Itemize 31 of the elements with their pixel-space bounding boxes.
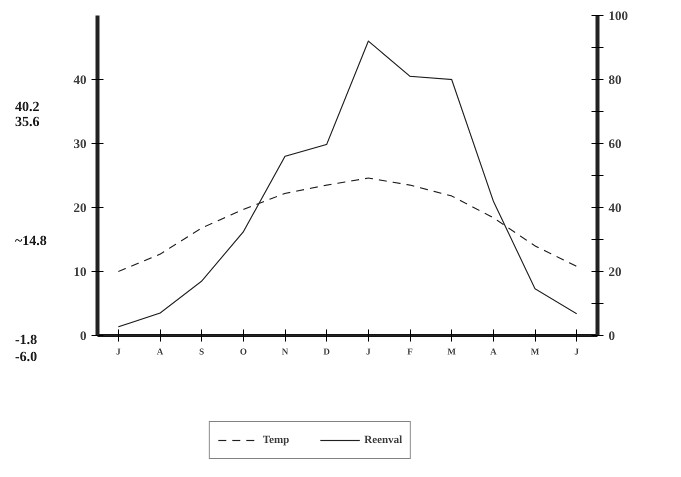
x-tick-label: F xyxy=(407,346,414,356)
x-tick-label: J xyxy=(366,346,372,356)
x-tick-label: A xyxy=(156,346,164,356)
y2-tick-label: 80 xyxy=(608,72,622,87)
text: -6.0 xyxy=(15,349,38,367)
x-tick-label: M xyxy=(530,346,540,356)
x-tick-label: O xyxy=(240,346,247,356)
y2-tick-label: 60 xyxy=(608,136,622,151)
legend-label: Reenval xyxy=(364,434,402,446)
line-series xyxy=(118,40,578,328)
text: ~14.8 xyxy=(15,233,47,251)
y-tick-label: 0 xyxy=(80,328,86,343)
y-tick-label: 40 xyxy=(74,72,86,87)
y2-tick-label: 20 xyxy=(608,264,622,279)
x-tick-label: S xyxy=(199,346,204,356)
x-tick-label: M xyxy=(447,346,456,356)
y2-tick-label: 40 xyxy=(608,200,622,215)
y-tick-label: 30 xyxy=(74,136,86,151)
text: 35.6 xyxy=(15,114,40,132)
text: 40.2 xyxy=(15,99,40,116)
y2-tick-label: 0 xyxy=(608,328,615,343)
y-tick-label: 10 xyxy=(74,264,86,279)
x-tick-label: A xyxy=(490,346,498,356)
y-tick-label: 20 xyxy=(74,200,86,215)
x-tick-label: J xyxy=(116,346,122,356)
x-tick-label: J xyxy=(574,346,580,356)
legend-label: Temp xyxy=(262,434,290,446)
x-tick-label: D xyxy=(323,346,330,356)
x-tick-label: N xyxy=(282,346,289,356)
text: -1.8 xyxy=(15,332,38,350)
y2-tick-label: 100 xyxy=(608,8,628,23)
